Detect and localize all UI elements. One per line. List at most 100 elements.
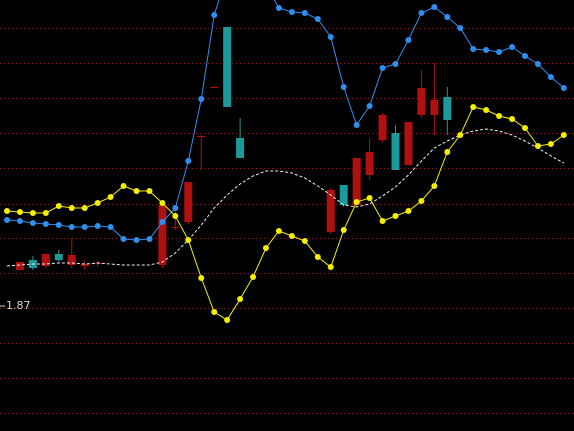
series-marker — [340, 84, 347, 90]
series-marker — [16, 209, 23, 215]
series-marker — [457, 25, 464, 31]
series-marker — [522, 53, 528, 59]
candle-body — [443, 97, 452, 120]
series-marker — [509, 44, 516, 50]
y-tick-label: 1.87 — [6, 299, 31, 312]
series-marker — [211, 12, 218, 18]
candle-body — [41, 254, 50, 266]
candle-body — [417, 88, 426, 115]
series-marker — [379, 218, 386, 224]
series-marker — [418, 198, 425, 204]
series-marker — [496, 49, 503, 55]
candle-body — [391, 133, 400, 170]
series-marker — [185, 237, 192, 243]
series-marker — [314, 254, 321, 260]
candle-body — [223, 27, 232, 107]
series-marker — [198, 275, 205, 281]
series-marker — [94, 223, 101, 229]
series-marker — [16, 218, 23, 224]
candle-body — [80, 264, 89, 266]
series-marker — [431, 183, 438, 189]
series-marker — [68, 205, 75, 211]
candle-body — [197, 136, 206, 137]
series-marker — [250, 274, 257, 280]
series-marker — [120, 183, 127, 189]
series-marker — [483, 107, 490, 113]
candle-body — [54, 254, 63, 260]
series-marker — [470, 104, 477, 110]
series-marker — [405, 37, 412, 43]
series-marker — [392, 61, 399, 67]
series-marker — [4, 208, 10, 214]
candle-body — [210, 87, 219, 88]
series-marker — [81, 224, 88, 230]
series-marker — [366, 103, 373, 109]
candle-body — [378, 115, 387, 140]
series-marker — [496, 113, 503, 119]
series-marker — [185, 158, 192, 164]
candle-body — [326, 190, 335, 232]
series-marker — [366, 195, 373, 201]
series-marker — [55, 222, 62, 228]
series-marker — [534, 143, 541, 149]
series-marker — [288, 233, 295, 239]
series-line — [6, 106, 565, 321]
series-marker — [379, 65, 386, 71]
series-marker — [198, 96, 205, 102]
series-marker — [275, 5, 282, 11]
series-marker — [547, 74, 554, 80]
candle-body — [365, 152, 374, 175]
series-marker — [431, 4, 438, 10]
series-marker — [42, 210, 49, 216]
series-marker — [457, 132, 464, 138]
series-marker — [29, 220, 36, 226]
series-marker — [483, 47, 490, 53]
series-marker — [327, 264, 334, 270]
series-marker — [327, 34, 334, 40]
candle-body — [352, 158, 361, 205]
series-marker — [4, 217, 10, 223]
series-marker — [263, 245, 269, 251]
series-marker — [509, 116, 516, 122]
series-marker — [172, 205, 179, 211]
candle-body — [184, 182, 193, 222]
series-marker — [301, 238, 308, 244]
series-marker — [444, 14, 451, 20]
series-marker — [470, 46, 477, 52]
series-marker — [340, 227, 347, 233]
series-marker — [288, 9, 295, 15]
series-marker — [353, 199, 360, 205]
candle-body — [158, 205, 167, 265]
series-marker — [418, 10, 425, 16]
series-marker — [405, 208, 412, 214]
candle-body — [236, 138, 245, 158]
series-marker — [534, 61, 541, 67]
candle-body — [15, 262, 24, 270]
series-marker — [301, 10, 308, 16]
series-marker — [172, 213, 179, 219]
candle-body — [404, 122, 413, 165]
series-marker — [211, 309, 218, 315]
series-marker — [146, 188, 153, 194]
series-marker — [94, 200, 101, 206]
series-marker — [560, 132, 567, 138]
series-marker — [133, 188, 140, 194]
series-marker — [29, 210, 36, 216]
series-marker — [133, 237, 140, 243]
series-marker — [392, 213, 399, 219]
series-marker — [237, 296, 244, 302]
series-marker — [107, 224, 114, 230]
candle-body — [339, 185, 348, 205]
series-marker — [353, 122, 360, 128]
series-marker — [444, 149, 451, 155]
series-marker — [522, 125, 528, 131]
series-marker — [120, 236, 127, 242]
series-marker — [159, 219, 166, 225]
candle-body — [171, 227, 180, 228]
series-marker — [146, 236, 153, 242]
series-marker — [81, 205, 88, 211]
series-marker — [42, 221, 49, 227]
series-marker — [275, 228, 282, 234]
